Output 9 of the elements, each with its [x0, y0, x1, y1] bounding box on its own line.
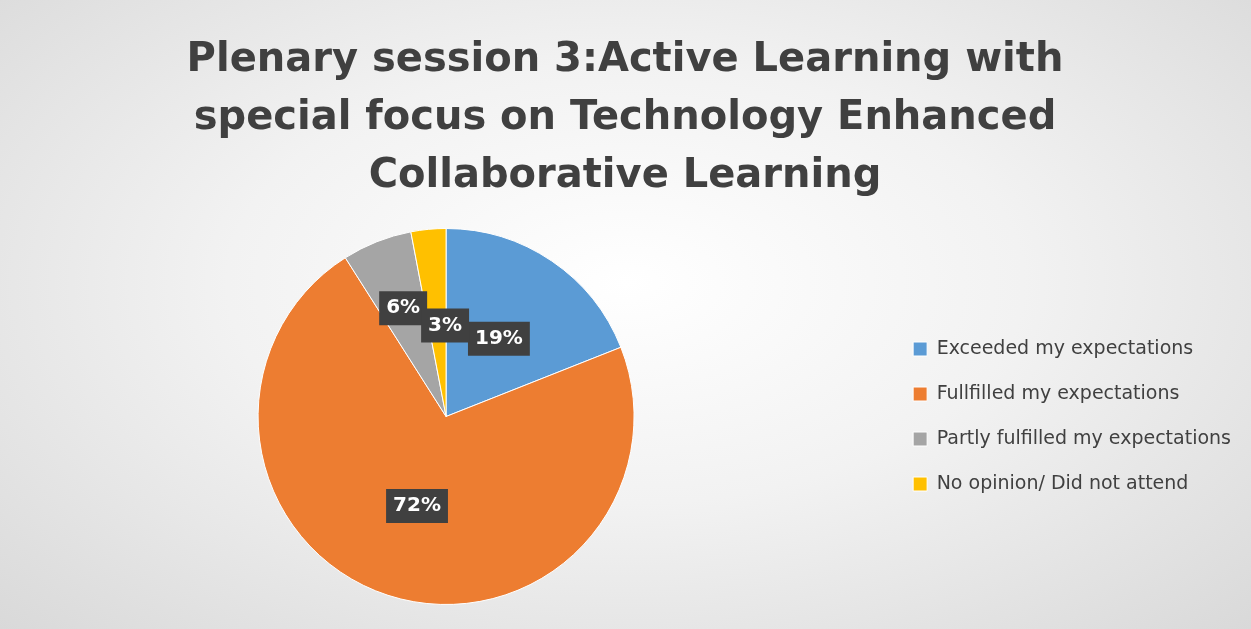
- data-label: 6%: [386, 294, 421, 319]
- data-label: 19%: [474, 324, 523, 349]
- data-label: 72%: [393, 492, 441, 517]
- legend-label: No opinion/ Did not attend: [936, 470, 1189, 493]
- chart-title: Plenary session 3:Active Learning with special focus on Technology Enhanced Collaborative Learning: [185, 33, 1065, 198]
- legend-label: Fullfilled my expectations: [936, 380, 1180, 403]
- legend-label: Exceeded my expectations: [936, 335, 1194, 358]
- data-label: 3%: [428, 311, 463, 336]
- legend-label: Partly fulfilled my expectations: [936, 425, 1231, 448]
